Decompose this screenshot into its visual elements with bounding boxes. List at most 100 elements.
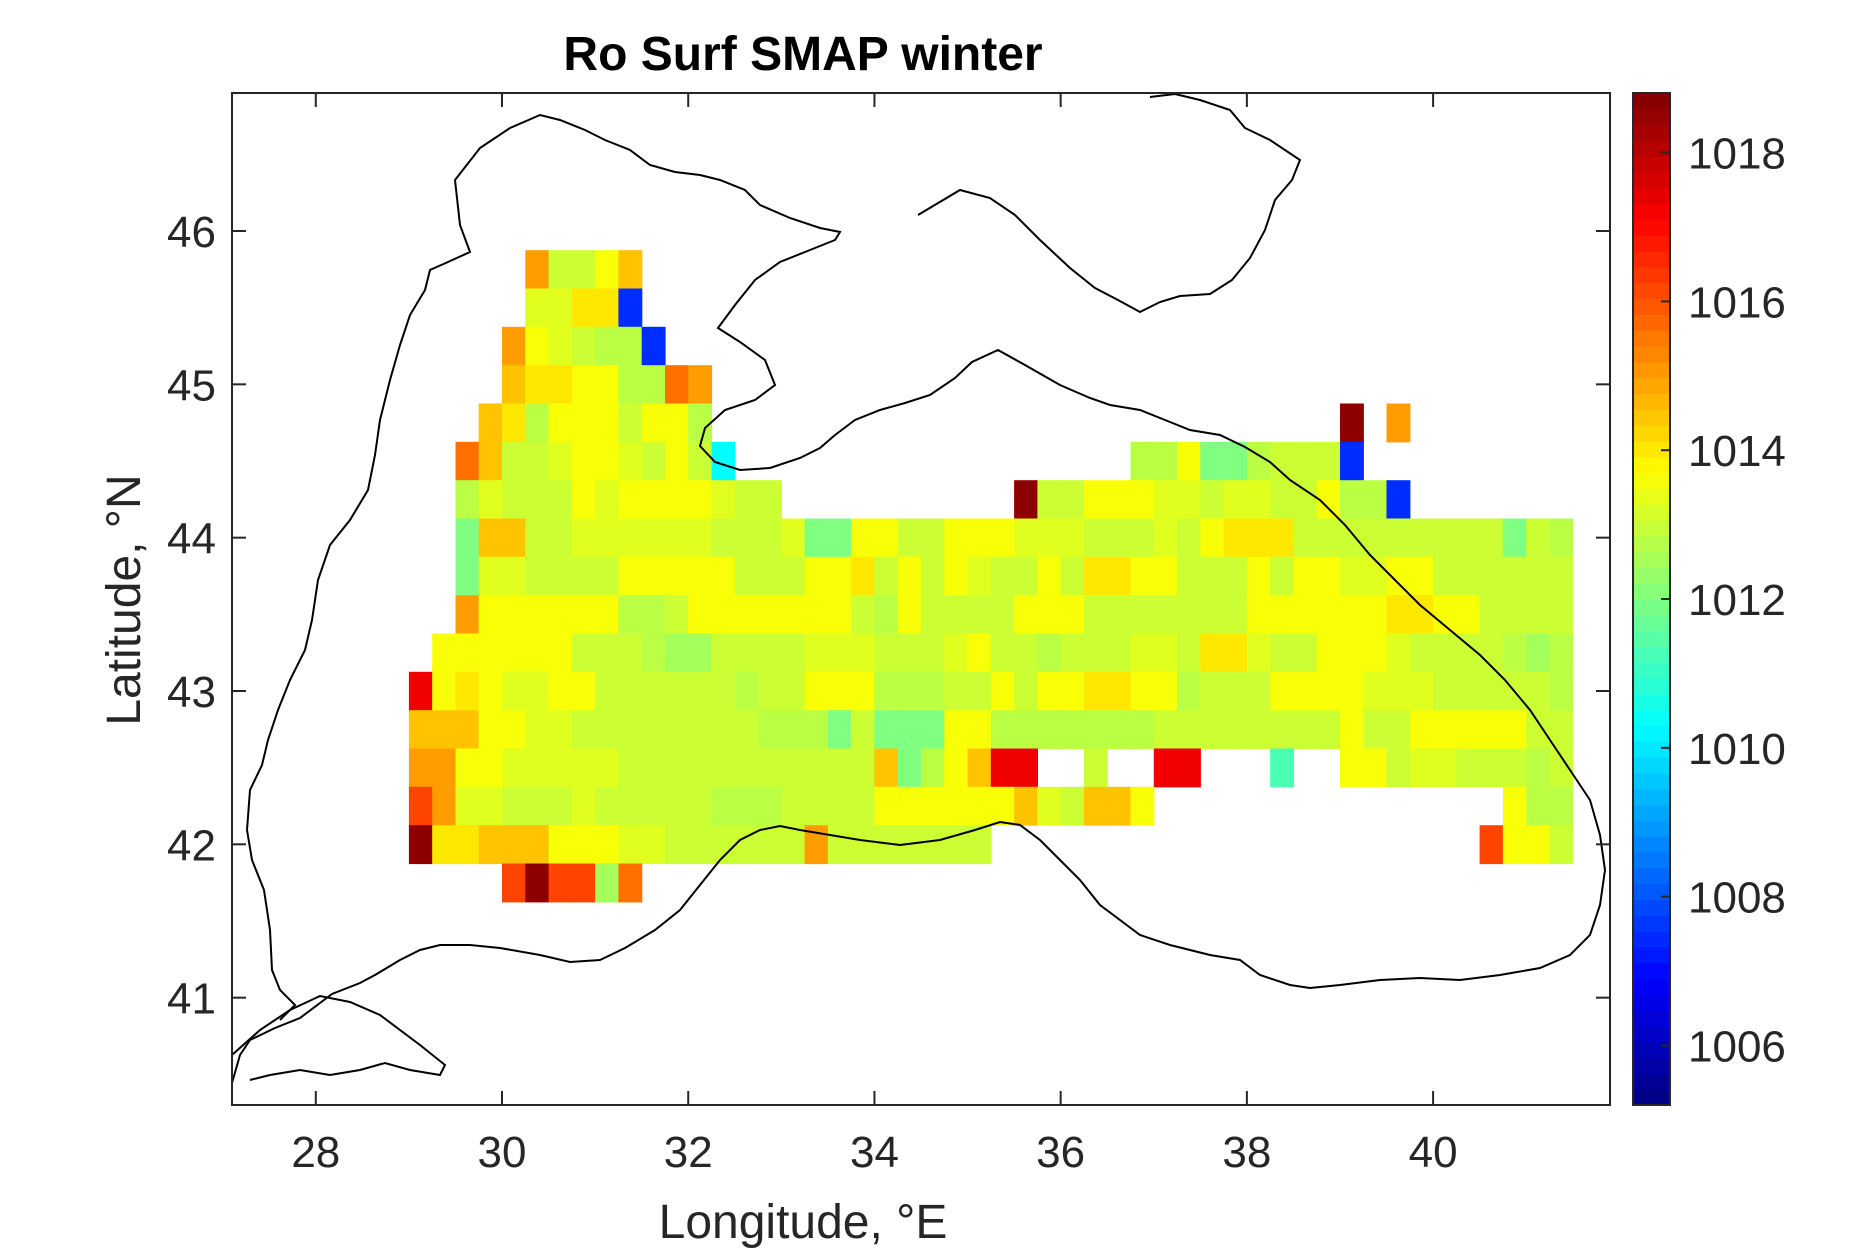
heatmap-cell [1083,671,1108,711]
heatmap-cell [502,748,526,788]
colorbar-segment [1633,931,1670,948]
heatmap-cell [1293,671,1318,711]
heatmap-cell [665,595,689,635]
heatmap-cell [665,556,689,596]
heatmap-cell [571,480,596,520]
heatmap-cell [711,518,736,558]
heatmap-cell [502,710,526,750]
heatmap-cell [990,556,1015,596]
heatmap-cell [781,825,806,865]
heatmap-cell [618,441,643,481]
heatmap-cell [874,748,899,788]
colorbar-segment [1633,140,1670,157]
heatmap-cell [1014,748,1038,788]
colorbar-segment [1633,1057,1670,1074]
heatmap-cell [781,556,806,596]
heatmap-cell [1223,480,1248,520]
heatmap-cell [804,671,829,711]
heatmap-cell [874,786,899,826]
heatmap-cell [688,748,713,788]
heatmap-cell [688,825,713,865]
heatmap-cell [967,786,992,826]
heatmap-cell [1246,671,1271,711]
heatmap-cell [967,556,992,596]
heatmap-cell [758,748,782,788]
heatmap-cell [571,556,596,596]
heatmap-cell [1014,595,1038,635]
heatmap-cell [1246,710,1271,750]
heatmap-cell [758,595,782,635]
heatmap-cell [990,518,1015,558]
heatmap-cell [1386,480,1411,520]
heatmap-cell [525,518,550,558]
heatmap-cell [525,633,550,673]
heatmap-cell [1549,633,1574,673]
heatmap-cell [1456,748,1481,788]
heatmap-cell [502,480,526,520]
heatmap-cell [734,710,759,750]
heatmap-cell [1223,441,1248,481]
heatmap-cell [1107,671,1132,711]
heatmap-cell [1246,518,1271,558]
colorbar-tick-label: 1006 [1688,1022,1786,1071]
heatmap-cell [478,786,503,826]
heatmap-cell [432,710,457,750]
heatmap-cell [1270,518,1295,558]
heatmap-cell [502,825,526,865]
heatmap-cell [618,825,643,865]
heatmap-cell [758,710,782,750]
heatmap-cell [1037,556,1062,596]
heatmap-cell [502,786,526,826]
heatmap-cell [734,480,759,520]
heatmap-cell [990,633,1015,673]
heatmap-cell [1340,710,1364,750]
heatmap-cell [688,710,713,750]
heatmap-cell [897,671,922,711]
heatmap-cell [1549,595,1574,635]
colorbar-segment [1633,219,1670,236]
heatmap-cell [944,786,969,826]
heatmap-cell [1526,748,1551,788]
heatmap-cell [1386,710,1411,750]
heatmap-cell [502,441,526,481]
heatmap-cell [1153,748,1178,788]
heatmap-cell [571,403,596,443]
heatmap-cell [921,595,945,635]
heatmap-cell [1502,825,1527,865]
heatmap-cell [618,633,643,673]
x-tick-label: 32 [664,1128,713,1177]
heatmap-cell [525,365,550,405]
heatmap-cell [1456,633,1481,673]
y-axis-label: Latitude, °N [98,474,151,725]
y-tick-label: 42 [167,821,216,870]
heatmap-cell [1270,595,1295,635]
heatmap-cell [618,863,643,903]
heatmap-cell [1083,710,1108,750]
heatmap-cell [665,480,689,520]
heatmap-cell [1223,595,1248,635]
heatmap-cell [758,786,782,826]
heatmap-cell [1316,441,1341,481]
heatmap-cell [688,480,713,520]
heatmap-cell [618,786,643,826]
heatmap-cell [1549,710,1574,750]
heatmap-cell [641,365,666,405]
colorbar-segment [1633,1025,1670,1043]
heatmap-cell [804,595,829,635]
heatmap-cell [665,403,689,443]
heatmap-cells [408,250,1574,903]
heatmap-cell [1433,518,1457,558]
heatmap-cell [1270,441,1295,481]
heatmap-cell [478,480,503,520]
heatmap-cell [688,633,713,673]
heatmap-cell [851,710,876,750]
colorbar-segment [1633,883,1670,900]
colorbar-segment [1633,282,1670,300]
heatmap-cell [641,671,666,711]
colorbar: 1006 1008 1010 1012 1014 1016 1018 [1632,92,1786,1106]
heatmap-cell [990,748,1015,788]
colorbar-segment [1633,788,1670,806]
heatmap-cell [1456,671,1481,711]
heatmap-cell [548,825,573,865]
x-tick-label: 28 [291,1128,340,1177]
